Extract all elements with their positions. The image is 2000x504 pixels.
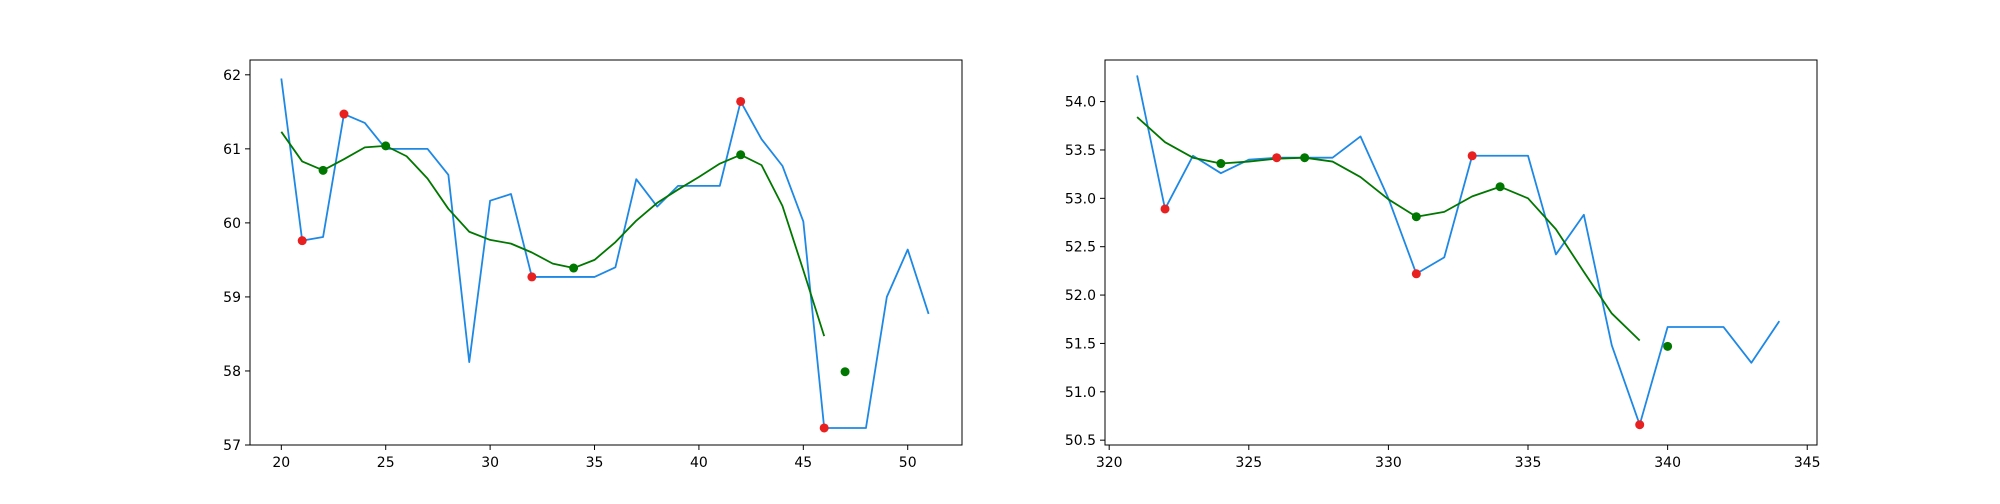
x-tick-label: 345 xyxy=(1794,455,1821,471)
x-tick-label: 50 xyxy=(899,455,917,471)
y-tick-label: 51.5 xyxy=(1065,336,1096,352)
data-point-red-marker xyxy=(1635,420,1645,430)
data-point-green-marker xyxy=(1216,159,1226,169)
data-point-red-marker xyxy=(819,423,829,433)
data-point-red-marker xyxy=(297,236,307,246)
data-point-red-marker xyxy=(339,109,349,119)
series-line-smooth-line xyxy=(1136,116,1641,342)
data-point-green-marker xyxy=(1663,341,1673,351)
data-point-red-marker xyxy=(527,272,537,282)
data-point-red-marker xyxy=(1272,153,1282,163)
series-line-price-line xyxy=(280,78,930,429)
x-tick-label: 330 xyxy=(1375,455,1402,471)
x-tick-label: 20 xyxy=(272,455,290,471)
y-tick-label: 53.0 xyxy=(1065,191,1096,207)
series-line-smooth-line xyxy=(280,131,826,337)
plot-frame xyxy=(249,59,963,446)
x-tick-label: 40 xyxy=(690,455,708,471)
chart-panel-left: 20 25 30 35 40 45 50 57 58 59 60 61 62 xyxy=(223,59,963,471)
y-tick-label: 59 xyxy=(223,290,241,306)
x-tick-label: 320 xyxy=(1096,455,1123,471)
y-tick-label: 51.0 xyxy=(1065,385,1096,401)
y-tick-label: 60 xyxy=(223,216,241,232)
data-point-green-marker xyxy=(381,141,391,151)
data-point-green-marker xyxy=(569,263,579,273)
y-tick-label: 52.0 xyxy=(1065,288,1096,304)
plot-frame xyxy=(1104,59,1818,446)
chart-panel-right: 320 325 330 335 340 345 50.5 51.0 51.5 52.0 52.5 53… xyxy=(1065,59,1821,471)
y-tick-label: 62 xyxy=(223,68,241,84)
y-tick-label: 61 xyxy=(223,142,241,158)
series-line-price-line xyxy=(1136,75,1781,426)
data-point-green-marker xyxy=(1300,153,1310,163)
x-tick-label: 335 xyxy=(1515,455,1542,471)
data-point-red-marker xyxy=(1160,204,1170,214)
data-point-green-marker xyxy=(1495,182,1505,192)
x-tick-label: 325 xyxy=(1235,455,1262,471)
y-tick-label: 53.5 xyxy=(1065,143,1096,159)
x-tick-label: 45 xyxy=(794,455,812,471)
data-point-red-marker xyxy=(736,96,746,106)
y-tick-label: 58 xyxy=(223,364,241,380)
x-tick-label: 30 xyxy=(481,455,499,471)
y-tick-label: 52.5 xyxy=(1065,240,1096,256)
data-point-green-marker xyxy=(318,165,328,175)
data-point-green-marker xyxy=(840,367,850,377)
x-tick-label: 35 xyxy=(586,455,604,471)
y-tick-label: 50.5 xyxy=(1065,433,1096,449)
data-point-red-marker xyxy=(1467,151,1477,161)
x-tick-label: 340 xyxy=(1654,455,1681,471)
data-point-green-marker xyxy=(736,150,746,160)
x-tick-label: 25 xyxy=(377,455,395,471)
y-tick-label: 57 xyxy=(223,438,241,454)
data-point-red-marker xyxy=(1411,269,1421,279)
data-point-green-marker xyxy=(1411,212,1421,222)
y-tick-label: 54.0 xyxy=(1065,95,1096,111)
